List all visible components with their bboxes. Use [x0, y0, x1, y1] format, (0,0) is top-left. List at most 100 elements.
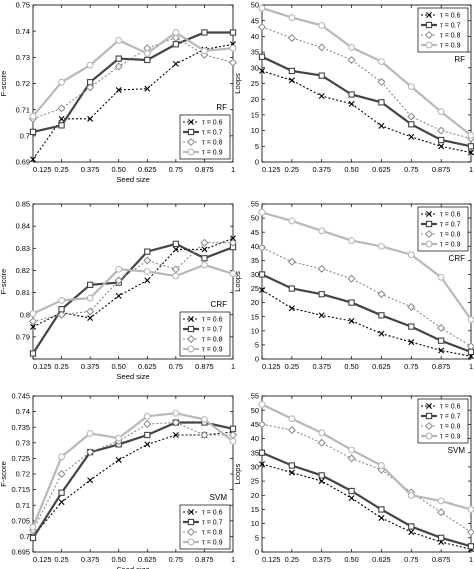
data-point [86, 281, 94, 288]
x-tick-label: 0.875 [195, 362, 214, 371]
data-point [318, 312, 325, 319]
data-point [114, 276, 123, 285]
data-point [288, 14, 296, 22]
data-point [318, 21, 326, 29]
x-tick-label: 1 [469, 555, 473, 564]
data-point [259, 286, 265, 293]
data-point [87, 115, 94, 122]
y-tick-label: 30 [251, 463, 259, 472]
legend: τ = 0.6 τ = 0.7 τ = 0.8 τ = 0.9 [179, 311, 231, 357]
y-tick-label: 0 [255, 355, 259, 364]
data-point [87, 477, 94, 484]
data-point [171, 33, 180, 42]
y-tick-label: 0.72 [16, 470, 30, 479]
y-tick-label: 40 [251, 32, 259, 41]
data-point [407, 83, 415, 91]
data-point [86, 83, 95, 92]
data-point [143, 412, 151, 420]
data-point [172, 29, 180, 36]
legend-marker [424, 421, 434, 431]
y-tick-label: 50 [251, 1, 259, 10]
data-point [115, 265, 123, 273]
data-point [172, 240, 180, 248]
data-point [407, 302, 416, 311]
data-point [318, 72, 325, 79]
data-point [30, 156, 36, 163]
data-point [115, 434, 123, 442]
data-point [466, 528, 474, 537]
legend-label: τ = 0.6 [202, 120, 223, 127]
y-axis-label: F-score [0, 461, 8, 487]
panel-label: SVM [210, 493, 228, 502]
panel-5: 0.695 0.7 0.705 0.71 0.715 0.72 0.725 0.73 0.735… [0, 392, 238, 569]
series-3 [257, 22, 474, 143]
legend-marker [426, 12, 432, 18]
legend-label: τ = 0.9 [202, 540, 223, 547]
legend-label: τ = 0.9 [202, 150, 223, 157]
y-tick-label: 40 [251, 242, 259, 251]
data-point [408, 121, 415, 128]
data-point [115, 36, 123, 44]
y-tick-label: 0.73 [16, 53, 30, 62]
x-axis-label: Seed size [116, 175, 149, 184]
x-tick-label: 0.875 [432, 362, 451, 371]
x-tick-label: 0.50 [344, 165, 358, 174]
data-point [144, 85, 151, 92]
y-axis-label: Loops [233, 463, 242, 484]
data-point [200, 430, 209, 440]
data-point [287, 33, 296, 42]
x-tick-label: 0.50 [112, 555, 126, 564]
y-tick-label: 0.75 [16, 1, 30, 10]
legend: τ = 0.6 τ = 0.7 τ = 0.8 τ = 0.9 [417, 206, 469, 252]
y-axis-label: Loops [233, 73, 242, 94]
x-tick-label: 0.25 [285, 362, 299, 371]
data-point [58, 453, 66, 461]
data-point [437, 508, 446, 517]
y-tick-label: 10 [251, 326, 259, 335]
data-point [348, 487, 355, 495]
x-axis-label: Seed size [116, 372, 149, 381]
series-line [32, 237, 234, 328]
data-point [115, 87, 122, 94]
x-tick-label: 0.75 [404, 165, 418, 174]
data-point [348, 299, 355, 306]
data-point [468, 149, 474, 156]
data-point [317, 43, 326, 52]
data-point [437, 497, 445, 505]
data-point [57, 310, 66, 319]
data-point [408, 523, 415, 530]
data-point [172, 246, 179, 253]
series-line [261, 26, 472, 139]
series-line [32, 43, 234, 160]
data-point [467, 316, 474, 323]
legend-marker [425, 412, 433, 420]
y-axis-label: F-score [0, 269, 8, 295]
legend-label: τ = 0.6 [440, 212, 461, 219]
y-tick-label: 25 [251, 284, 259, 293]
y-tick-label: 5 [255, 142, 259, 151]
series-line [261, 403, 472, 511]
y-tick-label: 45 [251, 228, 259, 237]
y-tick-label: 15 [251, 111, 259, 120]
x-tick-label: 0.875 [432, 165, 451, 174]
x-tick-label: 0.625 [372, 165, 391, 174]
data-point [437, 108, 445, 116]
data-point [407, 251, 415, 259]
data-point [229, 29, 237, 36]
y-tick-label: 0.725 [12, 454, 31, 463]
legend-label: τ = 0.8 [202, 530, 223, 537]
series-3 [257, 243, 474, 351]
data-point [200, 261, 208, 269]
y-tick-label: 0.69 [16, 158, 30, 167]
series-1 [259, 286, 474, 360]
y-tick-label: 10 [251, 519, 259, 528]
series-4 [29, 261, 237, 318]
legend-label: τ = 0.8 [440, 33, 461, 40]
data-point [143, 420, 152, 429]
y-tick-label: 45 [251, 420, 259, 429]
series-line [32, 263, 234, 315]
data-point [348, 91, 355, 98]
data-point [467, 143, 474, 150]
data-point [377, 290, 386, 299]
data-point [347, 454, 356, 463]
